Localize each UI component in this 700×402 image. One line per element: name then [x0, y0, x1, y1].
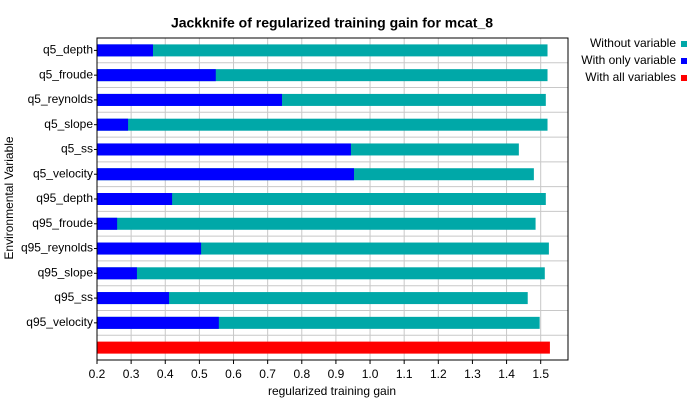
x-tick-label: 0.2: [89, 367, 106, 381]
x-tick-label: 0.6: [225, 367, 242, 381]
x-tick-label: 0.4: [157, 367, 174, 381]
bar: [97, 267, 545, 280]
y-tick-label: q95_slope: [38, 265, 94, 279]
bar: [97, 217, 118, 230]
bar: [97, 242, 202, 255]
x-axis-label: regularized training gain: [268, 384, 396, 398]
x-tick-label: 1.0: [362, 367, 379, 381]
y-tick-label: q5_velocity: [33, 166, 93, 180]
y-tick-label: q5_depth: [43, 43, 93, 57]
y-tick-label: q95_froude: [32, 216, 93, 230]
x-tick-label: 1.2: [430, 367, 447, 381]
legend-label: Without variable: [590, 36, 676, 50]
bar: [97, 143, 351, 156]
bar: [97, 242, 549, 255]
x-tick-label: 0.7: [259, 367, 276, 381]
y-axis-label: Environmental Variable: [2, 136, 16, 260]
bar: [97, 44, 548, 57]
y-tick-label: q95_reynolds: [21, 241, 93, 255]
legend-swatch: [681, 58, 687, 64]
y-tick-label: q5_slope: [44, 117, 93, 131]
bar: [97, 341, 550, 354]
bar: [97, 316, 219, 329]
legend-label: With only variable: [581, 53, 676, 67]
bar: [97, 193, 173, 205]
bar: [97, 69, 216, 82]
chart-title: Jackknife of regularized training gain f…: [171, 15, 493, 31]
bar: [97, 168, 355, 181]
y-tick-label: q5_froude: [39, 67, 93, 81]
x-tick-label: 1.1: [396, 367, 413, 381]
y-tick-label: q5_ss: [61, 142, 93, 156]
bar: [97, 44, 153, 57]
x-tick-label: 1.5: [532, 367, 549, 381]
bar: [97, 118, 129, 131]
x-tick-label: 1.4: [498, 367, 515, 381]
x-tick-label: 1.3: [464, 367, 481, 381]
x-tick-label: 0.9: [328, 367, 345, 381]
y-tick-label: q5_reynolds: [28, 92, 93, 106]
y-tick-label: q95_velocity: [26, 315, 93, 329]
bar: [97, 118, 548, 131]
bar: [97, 217, 536, 230]
bar: [97, 292, 170, 305]
y-tick-label: q95_ss: [54, 290, 93, 304]
legend-swatch: [681, 75, 687, 81]
legend-swatch: [681, 41, 687, 47]
plot-frame: [96, 37, 569, 361]
bar: [97, 292, 528, 305]
y-tick-label: q95_depth: [36, 191, 93, 205]
x-tick-label: 0.5: [191, 367, 208, 381]
bar: [97, 267, 137, 280]
bar: [97, 93, 282, 106]
x-tick-label: 0.8: [293, 367, 310, 381]
bar: [97, 193, 546, 205]
x-tick-label: 0.3: [123, 367, 140, 381]
legend-label: With all variables: [585, 70, 676, 84]
